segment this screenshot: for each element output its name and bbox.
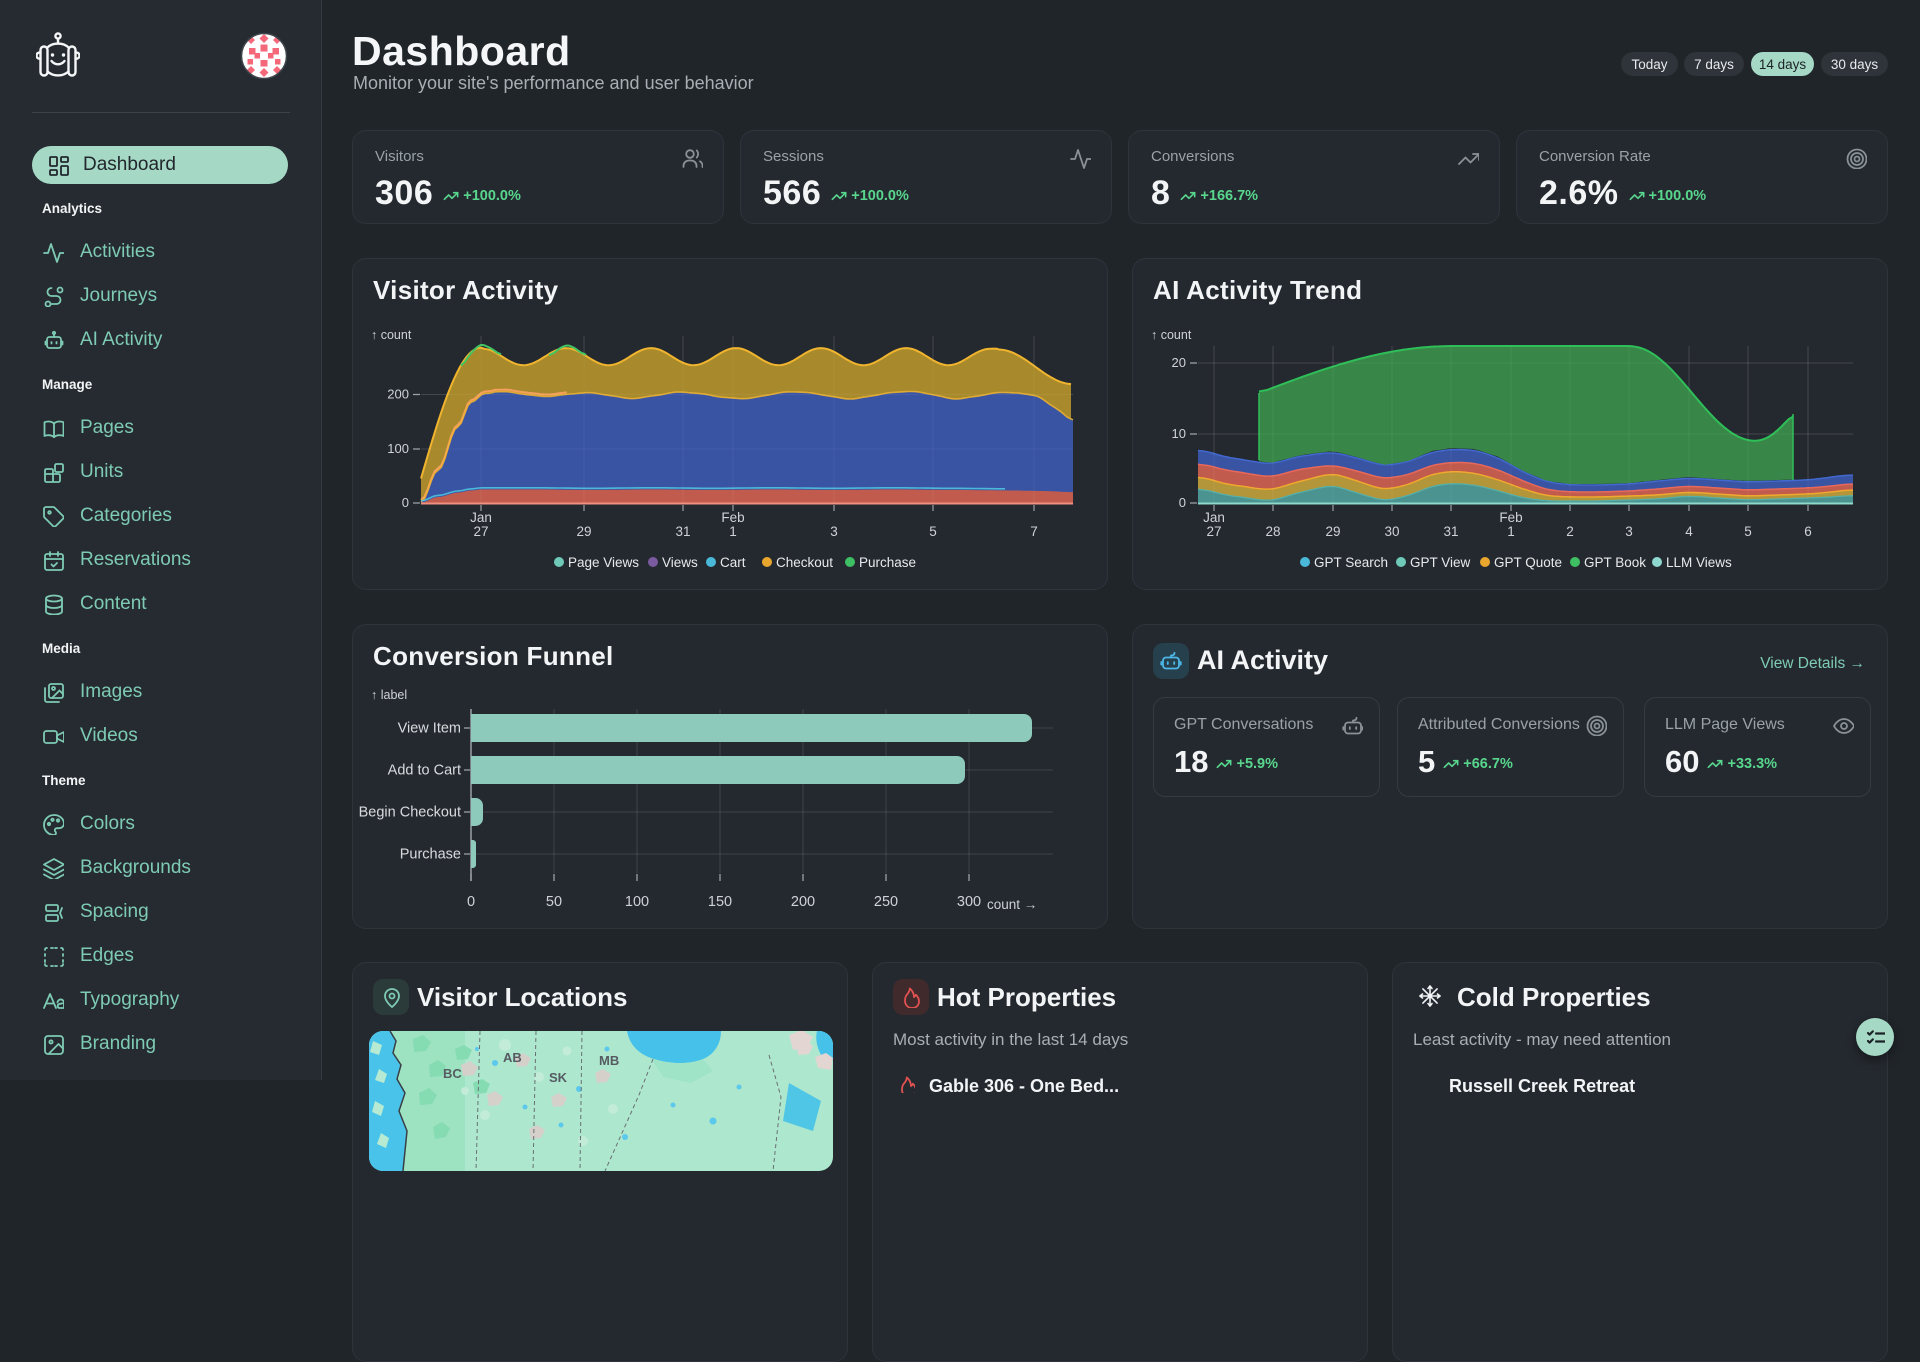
svg-text:3: 3 bbox=[830, 524, 838, 539]
svg-text:Feb: Feb bbox=[1499, 510, 1522, 525]
svg-text:31: 31 bbox=[1443, 524, 1458, 539]
svg-text:count →: count → bbox=[987, 897, 1037, 912]
svg-text:Page Views: Page Views bbox=[568, 555, 639, 570]
svg-text:AB: AB bbox=[503, 1050, 522, 1065]
svg-text:28: 28 bbox=[1265, 524, 1280, 539]
svg-text:GPT View: GPT View bbox=[1410, 555, 1471, 570]
svg-text:50: 50 bbox=[546, 894, 562, 910]
svg-text:Views: Views bbox=[662, 555, 698, 570]
svg-text:BC: BC bbox=[443, 1066, 462, 1081]
svg-text:31: 31 bbox=[675, 524, 690, 539]
svg-text:200: 200 bbox=[791, 894, 815, 910]
svg-text:↑ count: ↑ count bbox=[371, 328, 412, 342]
svg-text:Jan: Jan bbox=[1203, 510, 1225, 525]
svg-text:GPT Quote: GPT Quote bbox=[1494, 555, 1562, 570]
svg-text:0: 0 bbox=[402, 495, 409, 510]
svg-text:5: 5 bbox=[1744, 524, 1752, 539]
svg-text:250: 250 bbox=[874, 894, 898, 910]
svg-text:150: 150 bbox=[708, 894, 732, 910]
svg-text:1: 1 bbox=[729, 524, 737, 539]
svg-text:10: 10 bbox=[1172, 426, 1186, 441]
svg-text:Feb: Feb bbox=[721, 510, 744, 525]
svg-text:1: 1 bbox=[1507, 524, 1515, 539]
svg-text:2: 2 bbox=[1566, 524, 1574, 539]
svg-text:200: 200 bbox=[387, 387, 409, 402]
svg-text:GPT Book: GPT Book bbox=[1584, 555, 1646, 570]
svg-text:Purchase: Purchase bbox=[400, 847, 461, 863]
svg-text:Cart: Cart bbox=[720, 555, 746, 570]
svg-text:27: 27 bbox=[1206, 524, 1221, 539]
svg-text:30: 30 bbox=[1384, 524, 1399, 539]
svg-text:3: 3 bbox=[1625, 524, 1633, 539]
svg-text:20: 20 bbox=[1172, 355, 1186, 370]
svg-text:100: 100 bbox=[625, 894, 649, 910]
svg-text:View Item: View Item bbox=[398, 721, 461, 737]
svg-text:0: 0 bbox=[1179, 495, 1186, 510]
svg-text:Jan: Jan bbox=[470, 510, 492, 525]
svg-text:SK: SK bbox=[549, 1070, 568, 1085]
svg-text:0: 0 bbox=[467, 894, 475, 910]
svg-text:29: 29 bbox=[1325, 524, 1340, 539]
svg-text:Add to Cart: Add to Cart bbox=[388, 763, 461, 779]
svg-text:GPT Search: GPT Search bbox=[1314, 555, 1388, 570]
svg-text:Begin Checkout: Begin Checkout bbox=[359, 805, 461, 821]
svg-text:7: 7 bbox=[1030, 524, 1038, 539]
svg-text:6: 6 bbox=[1804, 524, 1812, 539]
svg-text:LLM Views: LLM Views bbox=[1666, 555, 1732, 570]
svg-text:300: 300 bbox=[957, 894, 981, 910]
svg-text:MB: MB bbox=[599, 1053, 619, 1068]
svg-text:4: 4 bbox=[1685, 524, 1693, 539]
svg-text:Purchase: Purchase bbox=[859, 555, 916, 570]
svg-text:5: 5 bbox=[929, 524, 937, 539]
svg-text:100: 100 bbox=[387, 441, 409, 456]
svg-text:↑ count: ↑ count bbox=[1151, 328, 1192, 342]
svg-text:29: 29 bbox=[576, 524, 591, 539]
svg-text:↑ label: ↑ label bbox=[371, 688, 407, 702]
svg-text:Checkout: Checkout bbox=[776, 555, 833, 570]
svg-text:27: 27 bbox=[473, 524, 488, 539]
